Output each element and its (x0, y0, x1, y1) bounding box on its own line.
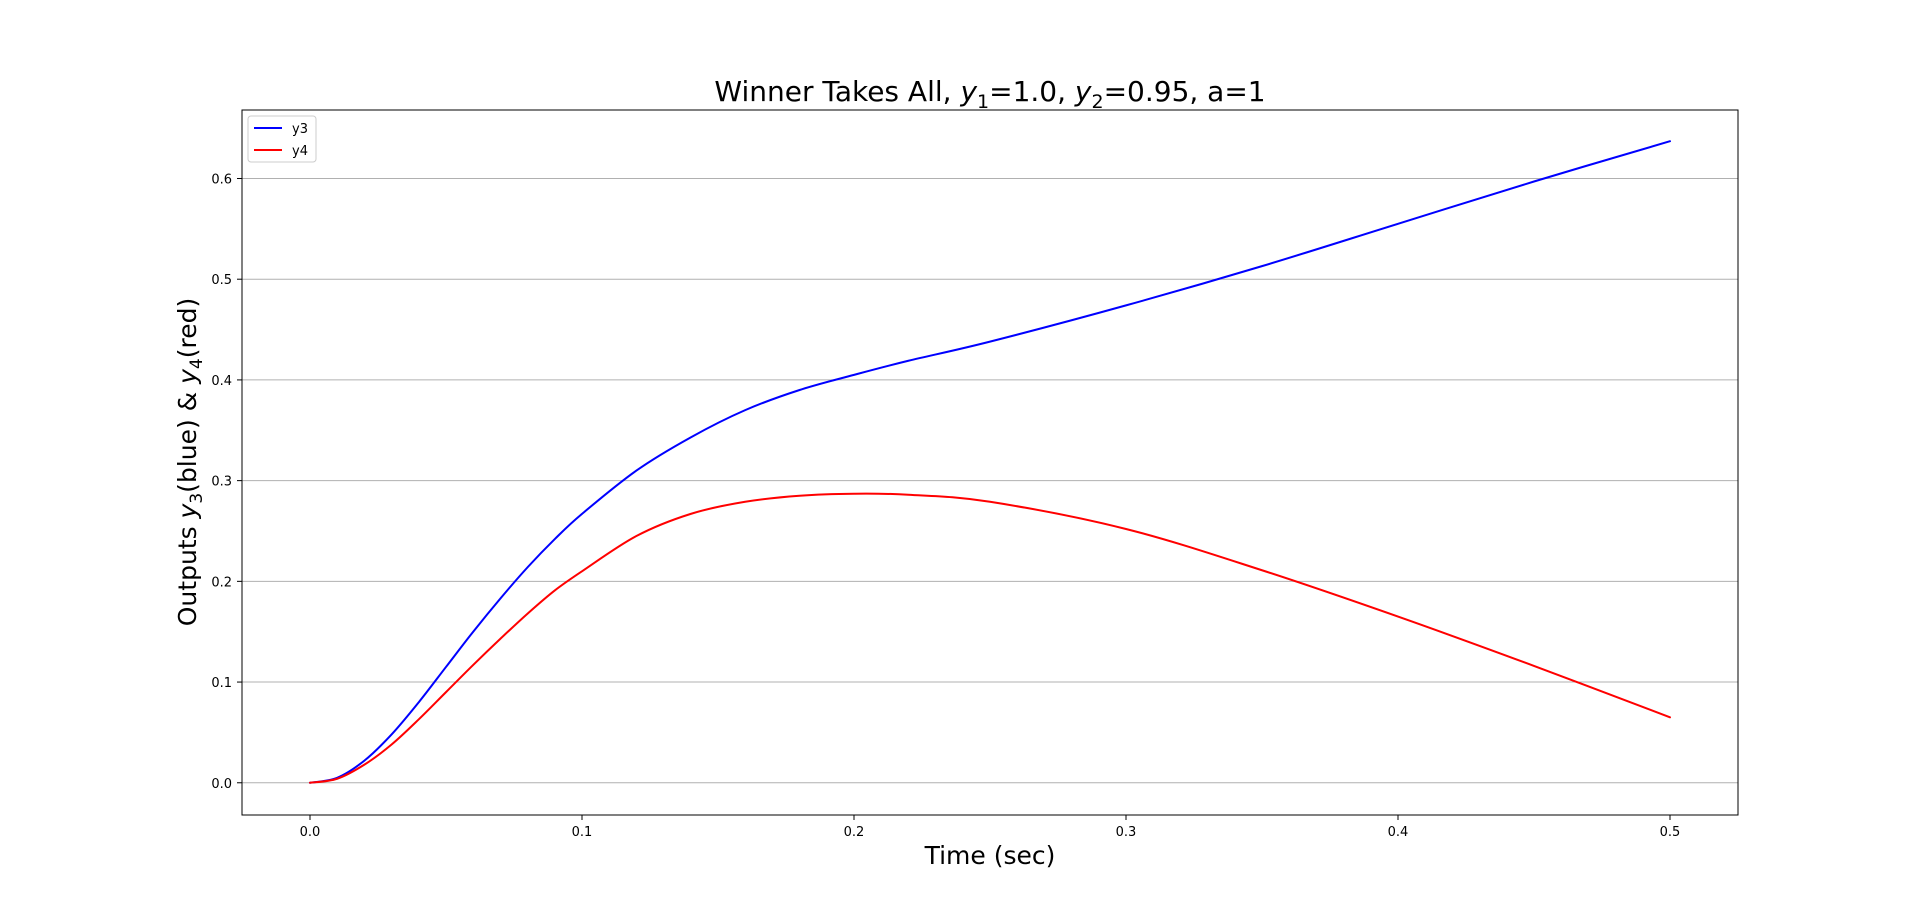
legend-label-y3: y3 (292, 122, 308, 137)
y-tick-label: 0.3 (211, 475, 232, 490)
x-tick-label: 0.3 (1116, 825, 1137, 840)
plot-frame (241, 109, 1739, 816)
y-tick-label: 0.5 (211, 273, 232, 288)
y-tick-label: 0.6 (211, 172, 232, 187)
chart-title: Winner Takes All, y1=1.0, y2=0.95, a=1 (714, 75, 1265, 113)
x-tick-label: 0.0 (300, 825, 321, 840)
y-tick-label: 0.4 (211, 374, 232, 389)
axis-ticks: 0.0 0.1 0.2 0.3 0.4 0.5 0.6 0.0 0.1 0.2 0.3 0.4 0.5 (211, 172, 1680, 840)
y-axis-label: Outputs y3(blue) & y4(red) (173, 298, 207, 627)
x-axis-label: Time (sec) (924, 841, 1056, 870)
x-tick-label: 0.1 (572, 825, 593, 840)
series-line-y4 (309, 492, 1671, 784)
x-tick-label: 0.4 (1388, 825, 1409, 840)
series-line-y3 (309, 140, 1671, 784)
legend: y3 y4 (247, 115, 317, 163)
y-tick-label: 0.1 (211, 676, 232, 691)
x-tick-label: 0.5 (1660, 825, 1681, 840)
y-tick-label: 0.2 (211, 575, 232, 590)
x-tick-label: 0.2 (844, 825, 865, 840)
series-lines (309, 140, 1671, 784)
y-tick-label: 0.0 (211, 777, 232, 792)
legend-label-y4: y4 (292, 144, 308, 159)
grid-lines (242, 177, 1738, 784)
